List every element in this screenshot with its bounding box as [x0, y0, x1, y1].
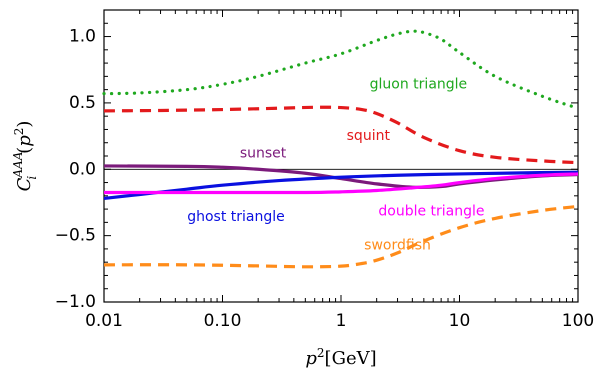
tick-labels: 0.01 0.10 1 10 100 1.0 0.5 0.0 −0.5 −1.0: [55, 27, 595, 331]
plot-frame: [103, 9, 579, 303]
annotation-sunset: sunset: [240, 145, 287, 161]
annotation-ghost-triangle: ghost triangle: [187, 209, 285, 225]
annotation-group: gluon triangle squint sunset ghost triangle…: [187, 76, 484, 253]
y-axis-title: CAAAi(p2): [11, 121, 39, 192]
x-tick-label: 1: [336, 311, 347, 331]
y-tick-label: −0.5: [55, 226, 96, 246]
x-tick-label: 0.01: [85, 311, 123, 331]
series-line-gluon-triangle: [102, 29, 580, 110]
series-line-squint: [103, 105, 579, 165]
y-tick-label: 0.5: [69, 93, 96, 113]
x-tick-label: 10: [449, 311, 471, 331]
series-line-double-triangle: [104, 172, 579, 195]
annotation-double-triangle: double triangle: [378, 204, 484, 220]
y-tick-label: −1.0: [55, 292, 96, 312]
annotation-swordfish: swordfish: [364, 238, 431, 254]
series-line-swordfish: [103, 204, 579, 269]
x-tick-label: 100: [562, 311, 594, 331]
x-axis-title: p2[GeV]: [305, 346, 376, 369]
axis-ticks: [103, 9, 578, 303]
annotation-gluon-triangle: gluon triangle: [370, 76, 468, 92]
y-tick-label: 1.0: [69, 27, 96, 47]
y-tick-label: 0.0: [69, 159, 96, 179]
series-group: [102, 29, 580, 269]
x-tick-label: 0.10: [204, 311, 242, 331]
annotation-squint: squint: [347, 128, 391, 144]
